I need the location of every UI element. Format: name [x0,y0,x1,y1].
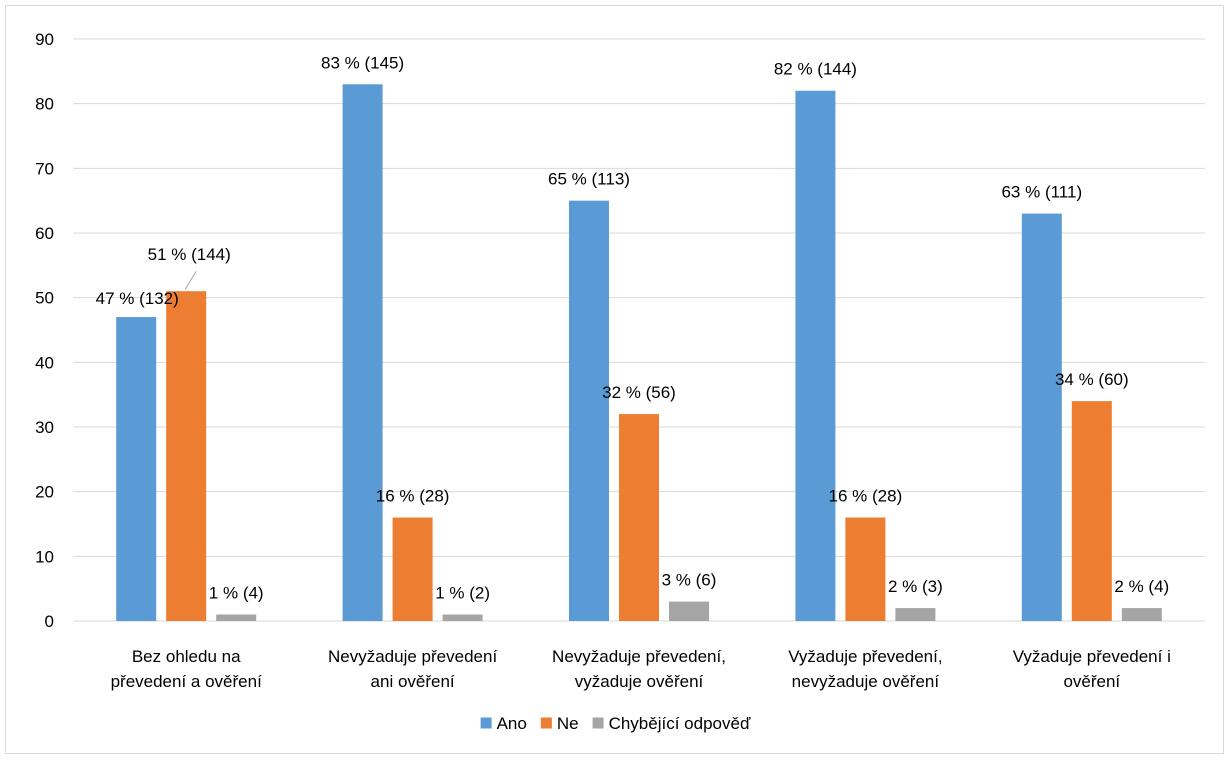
data-label: 82 % (144) [774,60,857,79]
chart-frame: 0 10 20 30 40 50 60 70 80 90 47 % (132) 51 % (144) 1… [5,5,1224,754]
legend-swatch [480,717,492,729]
y-tick-label: 80 [35,95,54,114]
data-label: 2 % (3) [888,577,943,596]
legend-label: Ne [557,714,579,733]
bar [669,601,709,621]
bar [1071,401,1112,621]
y-tick-label: 0 [45,612,54,631]
x-category-label: vyžaduje ověření [575,672,704,691]
y-tick-label: 50 [35,289,54,308]
data-label: 34 % (60) [1055,370,1129,389]
legend-label: Ano [497,714,527,733]
y-tick-label: 10 [35,547,54,566]
bar [845,517,886,621]
y-tick-label: 90 [35,30,54,49]
data-label: 16 % (28) [829,487,903,506]
x-category-label: ověření [1063,672,1120,691]
data-label: 65 % (113) [548,170,630,189]
x-category-label: Bez ohledu na [132,647,241,666]
leader-line [184,270,197,290]
data-label: 1 % (2) [435,584,490,603]
legend-swatch [592,717,604,729]
y-tick-label: 60 [35,224,54,243]
data-label: 47 % (132) [96,289,179,308]
x-category-label: nevyžaduje ověření [792,672,940,691]
data-label: 3 % (6) [662,571,717,590]
data-label: 63 % (111) [1001,183,1082,202]
x-category-label: ani ověření [371,672,455,691]
bar [895,608,936,621]
legend-swatch [540,717,552,729]
y-tick-label: 20 [35,483,54,502]
y-tick-label: 30 [35,418,54,437]
data-label: 83 % (145) [321,53,404,72]
bar [442,614,483,621]
bar [1021,213,1062,621]
data-label: 51 % (144) [148,245,231,264]
data-label: 32 % (56) [602,383,676,402]
x-category-label: Nevyžaduje převedení, [552,647,726,666]
x-category-label: Nevyžaduje převedení [328,647,497,666]
bar [342,84,383,622]
bar [392,517,433,621]
x-category-label: Vyžaduje převedení, [788,647,942,666]
x-category-label: Vyžaduje převedení i [1013,647,1171,666]
legend-label: Chybějící odpověď [609,714,751,733]
y-tick-label: 40 [35,353,54,372]
data-label: 2 % (4) [1114,577,1169,596]
bar [216,614,257,621]
bar [1121,608,1162,621]
bar [795,90,836,621]
bar [116,317,157,621]
bar [569,200,609,621]
y-tick-label: 70 [35,159,54,178]
data-label: 1 % (4) [209,584,264,603]
bar [166,291,207,621]
data-label: 16 % (28) [376,487,450,506]
x-category-label: převedení a ověření [111,672,262,691]
bar [619,414,659,621]
bar-chart: 0 10 20 30 40 50 60 70 80 90 47 % (132) 51 % (144) 1… [35,30,1205,733]
